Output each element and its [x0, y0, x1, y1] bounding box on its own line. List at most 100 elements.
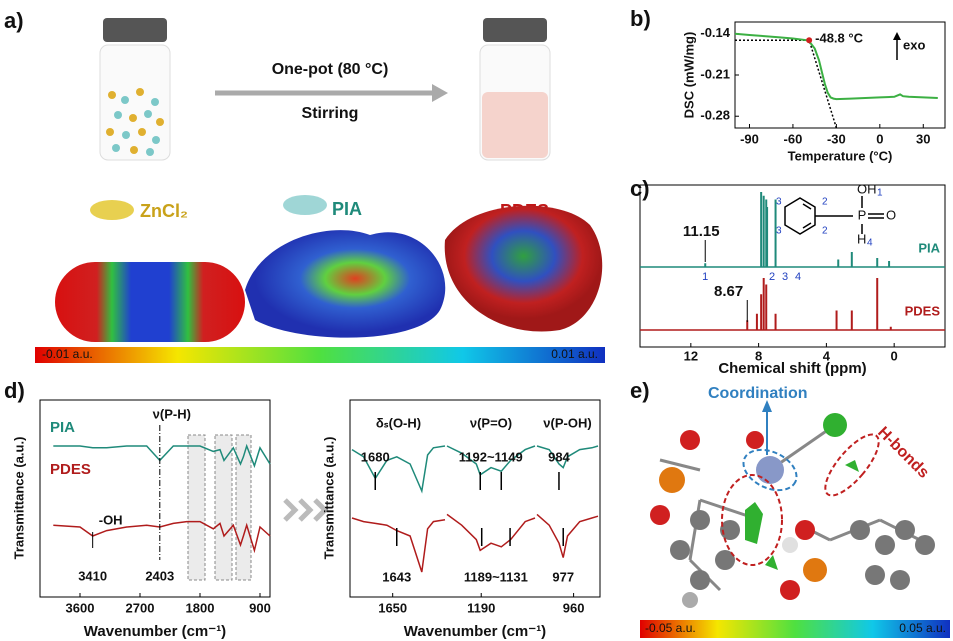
segment-title: δₛ(O-H) [376, 415, 421, 430]
band-range: 1189~1131 [464, 569, 528, 584]
atom-number: 4 [867, 238, 873, 249]
x-tick-label: 1650 [378, 600, 407, 615]
x-tick-label: 2700 [126, 600, 155, 615]
x-tick-label: 3600 [66, 600, 95, 615]
y-tick-label: -0.28 [700, 108, 730, 123]
x-tick-label: 1800 [186, 600, 215, 615]
atom: O [886, 207, 896, 222]
colorbar-label: 0.05 a.u. [899, 621, 946, 635]
plot-frame [39, 399, 271, 598]
bonds [815, 196, 884, 234]
component: ZnCl₂ [140, 201, 188, 221]
x-tick-label: 0 [891, 348, 898, 363]
condition: Stirring [302, 105, 359, 122]
esp-surface [444, 205, 603, 332]
plot-frame [639, 184, 946, 348]
panel-label: e) [630, 378, 650, 403]
powder [283, 195, 327, 215]
molecule [650, 400, 935, 608]
band-value: 2403 [145, 568, 174, 583]
peak-number: 2 [769, 271, 775, 283]
atom-number: 2 [822, 226, 828, 237]
esp-surface [245, 230, 446, 338]
highlight-boxes [187, 434, 252, 581]
band-range: 1192~1149 [459, 449, 523, 464]
exo-arrow-head [893, 32, 901, 40]
panel-label: b) [630, 6, 651, 31]
atom: H [857, 231, 866, 246]
x-tick-label: 12 [684, 348, 698, 363]
ir-spectrum [351, 445, 446, 494]
x-tick-label: 900 [249, 600, 271, 615]
band-assignment: -OH [99, 512, 123, 527]
benzene-ring [784, 197, 816, 235]
liquid [482, 92, 548, 158]
ir-spectrum [351, 517, 446, 573]
annotation: 8.67 [714, 283, 743, 300]
dsc-curve [734, 32, 938, 101]
band-value: 984 [548, 449, 570, 464]
colorbar-label: -0.05 a.u. [645, 621, 696, 635]
x-tick-label: 4 [823, 348, 831, 363]
onset-point [806, 37, 813, 44]
atom: OH [857, 181, 877, 196]
colorbar-label: 0.01 a.u. [551, 347, 598, 361]
band-value: 1643 [382, 569, 411, 584]
band-assignment: ν(P-H) [153, 406, 191, 421]
x-axis-label: Temperature (°C) [788, 148, 893, 163]
x-tick-label: -30 [827, 131, 846, 146]
vial [99, 44, 171, 161]
ir-spectrum [53, 443, 271, 469]
x-tick-label: 960 [563, 600, 585, 615]
colorbar [640, 620, 950, 638]
plot-frame [349, 399, 601, 598]
atom-number: 3 [776, 197, 782, 208]
peak-number: 4 [795, 271, 801, 283]
atom-number: 3 [776, 226, 782, 237]
legend-label: PDES [50, 461, 91, 478]
y-axis-label: Transmittance (a.u.) [321, 437, 336, 560]
arrow-head [432, 84, 448, 102]
x-axis-label: Wavenumber (cm⁻¹) [84, 623, 226, 640]
series-label: PIA [918, 240, 940, 255]
vial-cap [103, 18, 167, 42]
y-axis-label: DSC (mW/mg) [681, 32, 696, 119]
atom-number: 1 [877, 188, 883, 199]
y-tick-label: -0.21 [700, 66, 730, 81]
x-tick-label: 1190 [467, 600, 495, 615]
annotation: exo [903, 37, 925, 52]
x-tick-label: -90 [740, 131, 759, 146]
tangent [735, 39, 838, 129]
annotation: H-bonds [874, 424, 932, 482]
colorbar-label: -0.01 a.u. [42, 347, 93, 361]
annotation: Coordination [708, 385, 808, 402]
step: One-pot (80 °C) [272, 61, 389, 78]
x-axis-label: Chemical shift (ppm) [718, 360, 866, 377]
x-tick-label: 30 [916, 131, 930, 146]
band-value: 977 [552, 569, 574, 584]
peak-number: 3 [782, 271, 788, 283]
x-tick-label: 0 [876, 131, 883, 146]
component: PIA [332, 199, 362, 219]
segment-title: ν(P-OH) [543, 415, 591, 430]
annotation: 11.15 [683, 223, 720, 240]
legend-label: PIA [50, 419, 75, 436]
ir-spectrum [446, 513, 536, 552]
x-tick-label: 8 [755, 348, 762, 363]
series-label: PDES [905, 303, 941, 318]
colorbar [35, 347, 605, 363]
ir-spectrum [53, 520, 271, 554]
x-tick-label: -60 [784, 131, 803, 146]
band-value: 1680 [361, 449, 390, 464]
segment-title: ν(P=O) [470, 415, 512, 430]
chevrons [283, 498, 329, 522]
x-axis-label: Wavenumber (cm⁻¹) [404, 623, 546, 640]
vial-cap [483, 18, 547, 42]
ir-spectrum [446, 445, 536, 476]
peak-number: 1 [702, 271, 708, 283]
ir-spectrum [536, 513, 599, 558]
esp-surface [55, 262, 245, 342]
particles [106, 88, 164, 156]
